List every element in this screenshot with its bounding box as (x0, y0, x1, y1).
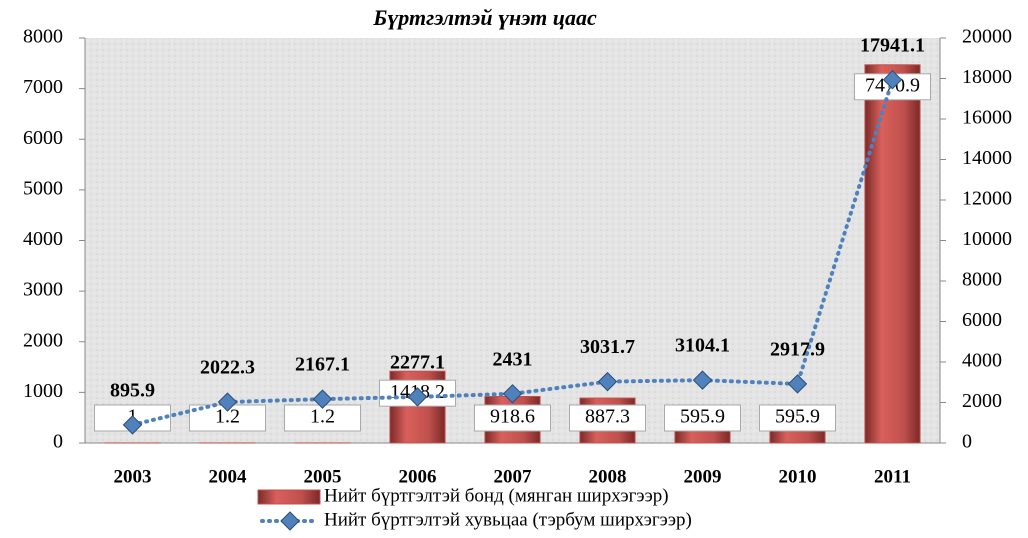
bar-label-box (664, 404, 741, 432)
line-label: 3104.1 (675, 335, 730, 357)
y2-tick-label: 18000 (962, 66, 1012, 88)
bar-label: 1.2 (310, 406, 335, 428)
y2-tick-label: 8000 (962, 269, 1002, 291)
line-label: 2022.3 (200, 357, 255, 379)
line-label: 2277.1 (390, 351, 445, 373)
y-tick-label: 4000 (23, 228, 63, 250)
marker (502, 384, 523, 404)
line-label: 3031.7 (580, 336, 635, 358)
chart-title: Бүртгэлтэй үнэт цаас (372, 5, 597, 30)
y2-tick-label: 2000 (962, 390, 1002, 412)
x-tick-label: 2008 (589, 466, 627, 487)
x-tick-label: 2009 (684, 466, 722, 487)
y-tick-label: 6000 (23, 127, 63, 149)
line-label: 17941.1 (860, 34, 925, 56)
y-tick-label: 5000 (23, 177, 63, 199)
x-tick-label: 2011 (874, 466, 911, 487)
bar-label: 918.6 (490, 406, 535, 428)
marker (312, 389, 333, 409)
y-tick-label: 3000 (23, 279, 63, 301)
bar-label-box (284, 404, 361, 432)
y2-tick-label: 10000 (962, 228, 1012, 250)
x-tick-label: 2010 (779, 466, 817, 487)
x-tick-label: 2007 (494, 466, 533, 487)
bar (864, 64, 921, 444)
marker (407, 387, 428, 407)
y-tick-label: 7000 (23, 76, 63, 98)
line (130, 77, 895, 427)
legend-marker (280, 511, 300, 531)
x-tick-label: 2006 (399, 466, 437, 487)
x-tick-label: 2005 (304, 466, 342, 487)
line-label: 895.9 (110, 379, 155, 401)
marker (597, 371, 618, 392)
line-label: 2917.9 (770, 339, 825, 361)
y-tick-label: 2000 (23, 329, 63, 351)
bar-label: 595.9 (680, 406, 725, 428)
bar-label: 887.3 (585, 406, 630, 428)
marker (692, 370, 713, 390)
y-tick-label: 8000 (23, 26, 63, 48)
bar-label: 595.9 (775, 406, 820, 428)
legend-label: Нийт бүртгэлтэй хувьцаа (тэрбум ширхэгээ… (324, 509, 692, 530)
plot-area (85, 38, 940, 443)
marker (217, 392, 238, 412)
y2-tick-label: 0 (962, 431, 972, 453)
y2-tick-label: 16000 (962, 107, 1012, 129)
legend-swatch (257, 489, 321, 505)
y2-tick-label: 20000 (962, 26, 1012, 48)
marker (882, 69, 903, 90)
bar-label-box (569, 404, 646, 432)
y2-tick-label: 4000 (962, 350, 1002, 372)
x-tick-label: 2004 (209, 466, 248, 487)
y2-tick-label: 6000 (962, 309, 1002, 331)
y2-tick-label: 12000 (962, 188, 1012, 210)
bar-label-box (759, 404, 836, 432)
line-label: 2431 (493, 348, 533, 370)
x-tick-label: 2003 (114, 466, 152, 487)
marker (787, 374, 808, 394)
y2-tick-label: 14000 (962, 147, 1012, 169)
y-tick-label: 0 (53, 431, 63, 453)
legend-label: Нийт бүртгэлтэй бонд (мянган ширхэгээр) (324, 485, 669, 506)
bar-label-box (474, 404, 551, 432)
marker (122, 415, 143, 435)
bar-label: 1.2 (215, 406, 240, 428)
y-tick-label: 1000 (23, 380, 63, 402)
line-label: 2167.1 (295, 354, 350, 376)
